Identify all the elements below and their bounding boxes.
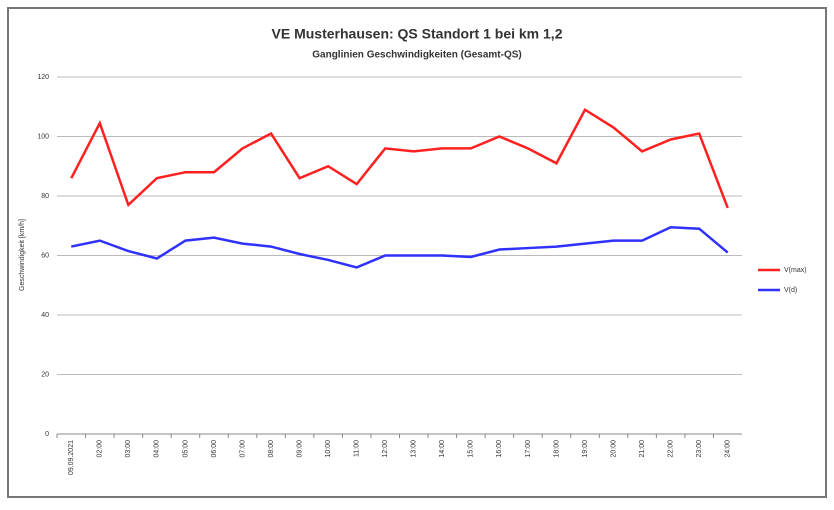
x-tick-label: 14:00 bbox=[439, 440, 446, 458]
y-tick-label: 20 bbox=[41, 371, 49, 378]
chart-subtitle: Ganglinien Geschwindigkeiten (Gesamt-QS) bbox=[312, 50, 521, 61]
chart-title: VE Musterhausen: QS Standort 1 bei km 1,… bbox=[272, 26, 563, 42]
x-tick-label: 08:00 bbox=[268, 440, 275, 458]
x-tick-label: 13:00 bbox=[411, 440, 418, 458]
y-tick-label: 100 bbox=[37, 133, 49, 140]
y-tick-label: 120 bbox=[37, 74, 49, 81]
x-tick-label: 05:00 bbox=[182, 440, 189, 458]
x-tick-label: 18:00 bbox=[553, 440, 560, 458]
x-tick-label: 06:00 bbox=[211, 440, 218, 458]
line-series bbox=[71, 225, 729, 269]
x-tick-label: 02:00 bbox=[97, 440, 104, 458]
chart-frame bbox=[7, 7, 827, 498]
x-tick-label: 22:00 bbox=[667, 440, 674, 458]
x-tick-label: 20:00 bbox=[610, 440, 617, 458]
x-tick-label: 03:00 bbox=[125, 440, 132, 458]
x-tick-label: 11:00 bbox=[354, 440, 361, 457]
x-tick-label: 24:00 bbox=[725, 440, 732, 458]
x-tick-label: 17:00 bbox=[525, 440, 532, 458]
legend-label: V(max) bbox=[784, 267, 807, 274]
x-tick-label: 16:00 bbox=[496, 440, 503, 458]
x-tick-label: 04:00 bbox=[154, 440, 161, 458]
x-tick-label: 19:00 bbox=[582, 440, 589, 458]
y-axis-label: Geschwindigkeit [km/h] bbox=[19, 219, 26, 291]
x-tick-label: 12:00 bbox=[382, 440, 389, 458]
y-tick-label: 0 bbox=[45, 431, 49, 438]
y-tick-label: 60 bbox=[41, 252, 49, 259]
line-series bbox=[70, 107, 729, 209]
x-tick-label: 15:00 bbox=[468, 440, 475, 458]
x-tick-label: 09:00 bbox=[296, 440, 303, 458]
x-tick-label: 23:00 bbox=[696, 440, 703, 458]
x-tick-label: 07:00 bbox=[239, 440, 246, 458]
y-tick-label: 40 bbox=[41, 312, 49, 319]
y-tick-label: 80 bbox=[41, 193, 49, 200]
legend-label: V(d) bbox=[784, 287, 797, 294]
x-tick-label: 21:00 bbox=[639, 440, 646, 458]
x-tick-label: 10:00 bbox=[325, 440, 332, 458]
x-tick-label: 09.09.2021 bbox=[68, 440, 75, 475]
